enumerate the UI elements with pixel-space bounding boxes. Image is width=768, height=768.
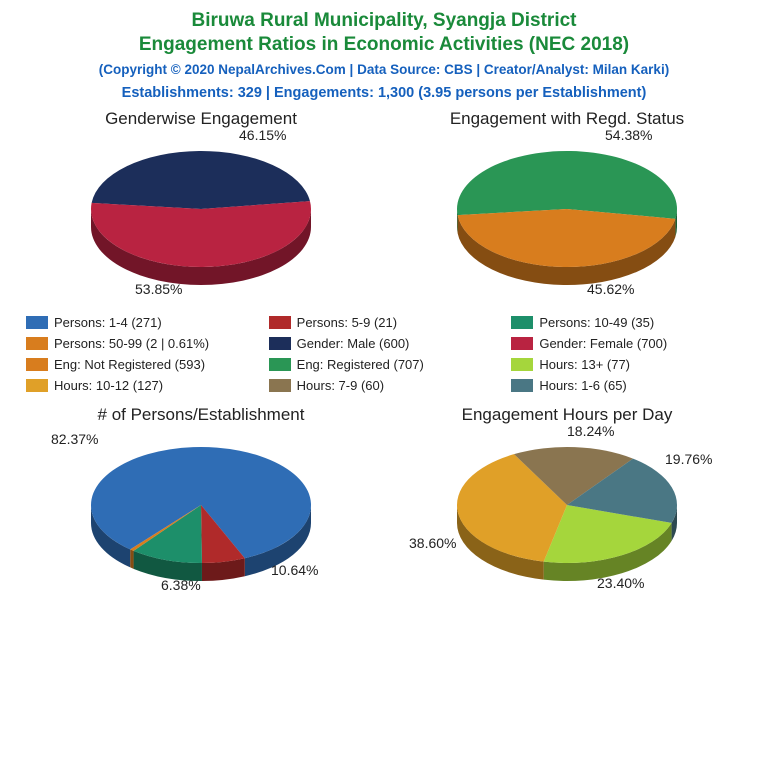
gender-chart-title: Genderwise Engagement: [21, 109, 381, 129]
legend-item: Persons: 10-49 (35): [511, 315, 742, 330]
pie-slice-label: 10.64%: [271, 562, 318, 578]
copyright-line: (Copyright © 2020 NepalArchives.Com | Da…: [18, 62, 750, 77]
top-charts-row: Genderwise Engagement 46.15%53.85% Engag…: [18, 109, 750, 301]
legend-item: Hours: 10-12 (127): [26, 378, 257, 393]
legend-label: Gender: Female (700): [539, 336, 667, 351]
legend-label: Eng: Registered (707): [297, 357, 424, 372]
legend-swatch: [269, 358, 291, 371]
infographic-container: Biruwa Rural Municipality, Syangja Distr…: [0, 0, 768, 768]
pie-slice-label: 82.37%: [51, 431, 98, 447]
legend-label: Eng: Not Registered (593): [54, 357, 205, 372]
persons-chart-title: # of Persons/Establishment: [21, 405, 381, 425]
legend-swatch: [26, 379, 48, 392]
legend-swatch: [511, 358, 533, 371]
legend-item: Persons: 1-4 (271): [26, 315, 257, 330]
legend-swatch: [269, 379, 291, 392]
stats-line: Establishments: 329 | Engagements: 1,300…: [18, 85, 750, 101]
gender-chart-cell: Genderwise Engagement 46.15%53.85%: [21, 109, 381, 301]
legend-item: Hours: 7-9 (60): [269, 378, 500, 393]
legend-label: Gender: Male (600): [297, 336, 410, 351]
legend-item: Gender: Female (700): [511, 336, 742, 351]
pie-slice-label: 18.24%: [567, 423, 614, 439]
legend-label: Hours: 1-6 (65): [539, 378, 626, 393]
legend-swatch: [26, 316, 48, 329]
legend-swatch: [26, 358, 48, 371]
legend-item: Persons: 50-99 (2 | 0.61%): [26, 336, 257, 351]
hours-chart-title: Engagement Hours per Day: [387, 405, 747, 425]
gender-pie: 46.15%53.85%: [71, 131, 331, 301]
hours-pie: 18.24%19.76%23.40%38.60%: [437, 427, 697, 597]
legend-label: Hours: 10-12 (127): [54, 378, 163, 393]
title-line-1: Biruwa Rural Municipality, Syangja Distr…: [18, 10, 750, 32]
legend-item: Eng: Not Registered (593): [26, 357, 257, 372]
legend-item: Gender: Male (600): [269, 336, 500, 351]
pie-slice-label: 6.38%: [161, 577, 201, 593]
pie-slice-label: 46.15%: [239, 127, 286, 143]
regd-chart-cell: Engagement with Regd. Status 54.38%45.62…: [387, 109, 747, 301]
legend-grid: Persons: 1-4 (271) Persons: 5-9 (21) Perso…: [26, 315, 742, 393]
legend-swatch: [26, 337, 48, 350]
legend-label: Persons: 50-99 (2 | 0.61%): [54, 336, 209, 351]
legend-swatch: [511, 379, 533, 392]
pie-slice-label: 54.38%: [605, 127, 652, 143]
persons-pie: 82.37%6.38%10.64%: [71, 427, 331, 597]
legend-swatch: [269, 337, 291, 350]
legend-swatch: [269, 316, 291, 329]
legend-item: Persons: 5-9 (21): [269, 315, 500, 330]
pie-slice-label: 45.62%: [587, 281, 634, 297]
legend-swatch: [511, 337, 533, 350]
legend-item: Hours: 13+ (77): [511, 357, 742, 372]
regd-chart-title: Engagement with Regd. Status: [387, 109, 747, 129]
legend-swatch: [511, 316, 533, 329]
legend-label: Persons: 10-49 (35): [539, 315, 654, 330]
legend-item: Eng: Registered (707): [269, 357, 500, 372]
pie-slice-label: 38.60%: [409, 535, 456, 551]
legend-label: Hours: 13+ (77): [539, 357, 630, 372]
pie-slice-label: 19.76%: [665, 451, 712, 467]
pie-slice-label: 23.40%: [597, 575, 644, 591]
header-block: Biruwa Rural Municipality, Syangja Distr…: [18, 10, 750, 101]
bottom-charts-row: # of Persons/Establishment 82.37% 6.38% 10…: [18, 405, 750, 597]
regd-pie: 54.38%45.62%: [437, 131, 697, 301]
pie-slice-label: 53.85%: [135, 281, 182, 297]
hours-chart-cell: Engagement Hours per Day 18.24%19.76%23.…: [387, 405, 747, 597]
legend-label: Hours: 7-9 (60): [297, 378, 384, 393]
legend-label: Persons: 5-9 (21): [297, 315, 397, 330]
legend-item: Hours: 1-6 (65): [511, 378, 742, 393]
legend-label: Persons: 1-4 (271): [54, 315, 162, 330]
persons-chart-cell: # of Persons/Establishment 82.37% 6.38% 10…: [21, 405, 381, 597]
title-line-2: Engagement Ratios in Economic Activities…: [18, 34, 750, 56]
